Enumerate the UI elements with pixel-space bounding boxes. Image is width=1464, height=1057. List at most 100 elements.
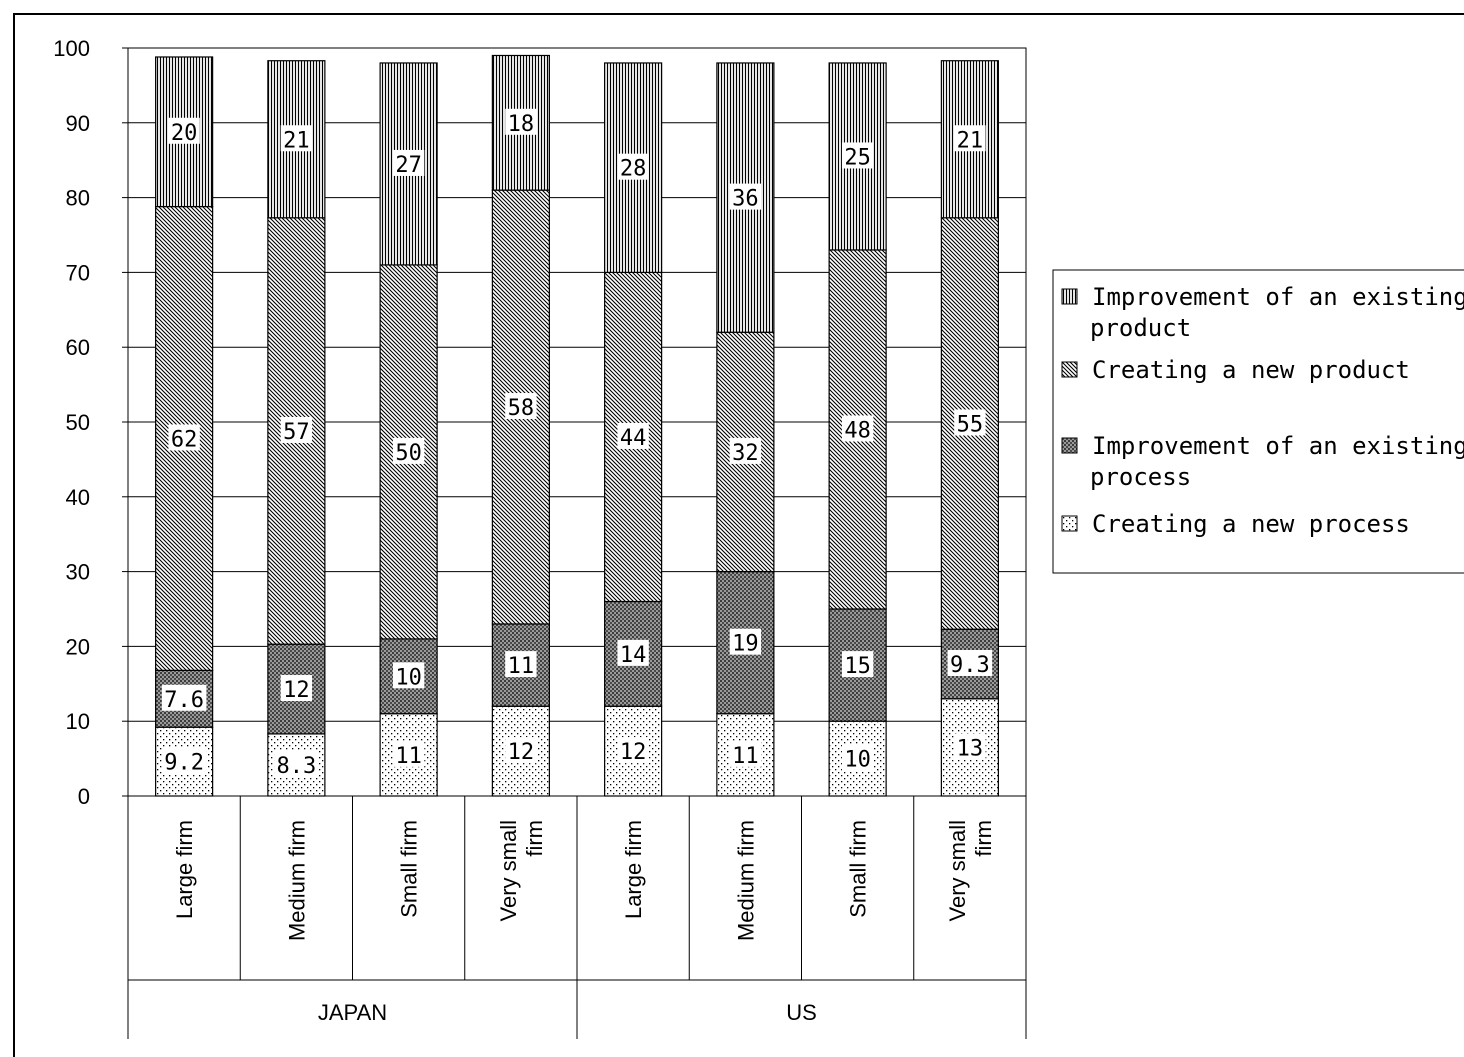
chart-frame	[13, 13, 1464, 1057]
x-category-line: Large firm	[621, 820, 646, 919]
y-tick-label: 20	[66, 634, 90, 659]
data-label-bg	[617, 422, 649, 449]
data-label: 13	[957, 736, 984, 761]
data-label-bg	[954, 125, 986, 152]
y-tick-label: 0	[78, 784, 90, 809]
data-label: 18	[508, 112, 535, 137]
data-label-bg	[505, 108, 537, 135]
data-label-bg	[841, 744, 874, 771]
data-label-bg	[392, 437, 425, 464]
data-label: 27	[395, 153, 422, 178]
x-category-label: Very small firm	[945, 820, 996, 921]
data-label: 11	[732, 744, 759, 769]
legend-swatch	[1061, 437, 1078, 454]
x-category-label: Small firm	[846, 820, 871, 918]
y-tick-label: 60	[66, 335, 90, 360]
data-label-bg	[729, 437, 762, 464]
x-category-line: Small firm	[846, 820, 871, 918]
legend-label: Creating a new product	[1092, 356, 1410, 384]
x-category-label: Small firm	[397, 820, 422, 918]
data-label: 32	[732, 441, 759, 466]
data-label: 14	[620, 643, 647, 668]
data-label: 9.2	[164, 751, 204, 776]
data-label-bg	[954, 733, 986, 760]
legend-swatch	[1061, 361, 1078, 378]
data-label-bg	[280, 125, 313, 152]
data-label-bg	[617, 737, 649, 764]
data-label: 12	[620, 740, 647, 765]
y-tick-label: 80	[66, 186, 90, 211]
x-category-label: Large firm	[621, 820, 646, 919]
data-label: 57	[283, 420, 310, 445]
data-label: 55	[957, 412, 984, 437]
legend: Improvement of an existing product Creati…	[1052, 269, 1464, 574]
y-tick-label: 90	[66, 111, 90, 136]
data-label-bg	[729, 740, 762, 767]
data-label-bg	[168, 424, 200, 451]
data-label: 50	[395, 441, 422, 466]
data-label: 8.3	[277, 754, 317, 779]
data-label-bg	[841, 142, 874, 169]
y-tick-label: 40	[66, 485, 90, 510]
data-label-bg	[617, 639, 649, 666]
data-label: 25	[844, 145, 871, 170]
data-label-bg	[841, 415, 874, 442]
data-label: 21	[957, 128, 984, 153]
data-label: 48	[844, 418, 871, 443]
group-label: JAPAN	[318, 1000, 387, 1025]
bar-segment	[267, 643, 326, 735]
legend-label: process	[1090, 463, 1191, 491]
x-category-label: Very small firm	[496, 820, 547, 921]
data-label-bg	[729, 183, 762, 210]
data-label: 20	[171, 121, 198, 146]
data-label-bg	[841, 651, 874, 678]
x-category-line: Medium firm	[284, 820, 309, 941]
data-label: 10	[844, 748, 871, 773]
data-label-bg	[392, 662, 425, 689]
x-category-line: Medium firm	[733, 820, 758, 941]
legend-box	[1052, 269, 1464, 574]
data-label-bg	[392, 740, 425, 767]
y-tick-label: 50	[66, 410, 90, 435]
x-category-line: Very small	[945, 820, 970, 921]
y-tick-label: 70	[66, 260, 90, 285]
x-category-line: Very small	[496, 820, 521, 921]
y-tick-label: 10	[66, 709, 90, 734]
data-label: 12	[283, 678, 310, 703]
legend-swatch	[1061, 515, 1078, 532]
data-label-bg	[505, 651, 537, 678]
group-label: US	[786, 1000, 817, 1025]
data-label: 11	[395, 744, 422, 769]
data-label-bg	[505, 737, 537, 764]
data-label-bg	[274, 750, 319, 777]
data-label: 12	[508, 740, 535, 765]
data-label: 58	[508, 396, 535, 421]
data-label-bg	[161, 684, 207, 711]
data-label: 7.6	[164, 688, 204, 713]
data-label: 36	[732, 187, 759, 212]
data-label: 21	[283, 128, 310, 153]
data-label-bg	[729, 628, 762, 655]
data-label-bg	[505, 393, 537, 420]
x-category-line: Large firm	[172, 820, 197, 919]
data-label: 19	[732, 632, 759, 657]
data-label-bg	[161, 747, 207, 774]
data-label-bg	[947, 649, 993, 676]
x-category-line: firm	[971, 820, 996, 857]
x-category-line: firm	[522, 820, 547, 857]
data-label-bg	[617, 153, 649, 180]
x-category-label: Medium firm	[284, 820, 309, 941]
legend-label: Creating a new process	[1092, 510, 1410, 538]
x-category-label: Medium firm	[733, 820, 758, 941]
legend-label: Improvement of an existing	[1092, 283, 1464, 311]
x-category-label: Large firm	[172, 820, 197, 919]
data-label: 62	[171, 427, 198, 452]
data-label: 28	[620, 157, 647, 182]
data-label: 44	[620, 426, 647, 451]
y-tick-label: 30	[66, 560, 90, 585]
data-label: 9.3	[950, 653, 990, 678]
data-label: 15	[844, 654, 871, 679]
data-label: 10	[395, 665, 422, 690]
legend-label: Improvement of an existing	[1092, 432, 1464, 460]
